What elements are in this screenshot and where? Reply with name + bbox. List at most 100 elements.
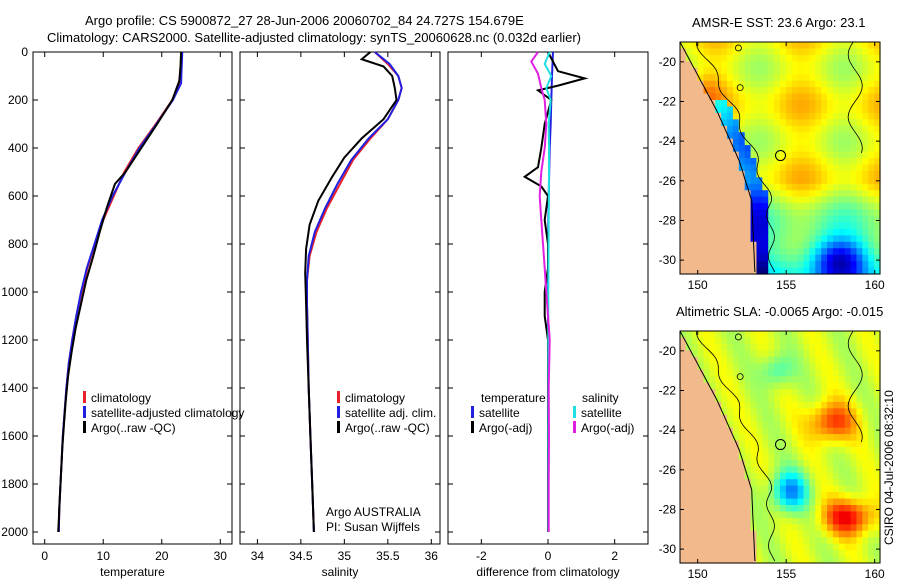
field-cell	[756, 343, 763, 351]
field-cell	[774, 170, 781, 178]
land-cell	[727, 190, 734, 198]
difference-xtick-label: 2	[611, 549, 618, 563]
field-cell	[832, 408, 840, 416]
land-cell	[744, 261, 752, 269]
field-cell	[774, 196, 781, 204]
land-cell	[697, 550, 705, 558]
land-cell	[744, 203, 752, 211]
field-cell	[850, 550, 858, 558]
land-cell	[703, 112, 711, 120]
land-cell	[691, 203, 699, 211]
field-cell	[844, 209, 852, 217]
field-cell	[732, 93, 740, 101]
land-cell	[721, 145, 728, 153]
land-cell	[732, 183, 740, 191]
field-cell	[838, 524, 846, 532]
field-cell	[785, 505, 793, 513]
field-cell	[844, 505, 852, 513]
field-cell	[850, 401, 858, 409]
field-cell	[774, 492, 781, 500]
field-cell	[809, 505, 816, 513]
field-cell	[785, 54, 793, 62]
field-cell	[850, 80, 858, 88]
field-cell	[868, 228, 875, 236]
land-cell	[680, 203, 687, 211]
field-cell	[774, 222, 781, 230]
field-cell	[868, 466, 875, 474]
field-cell	[803, 414, 811, 422]
field-cell	[762, 421, 769, 429]
field-cell	[815, 331, 822, 339]
field-cell	[862, 87, 869, 95]
field-cell	[756, 100, 763, 108]
field-cell	[850, 241, 858, 249]
field-cell	[738, 401, 746, 409]
field-cell	[809, 261, 816, 269]
land-cell	[697, 80, 705, 88]
field-cell	[774, 61, 781, 69]
field-cell	[832, 80, 840, 88]
field-cell	[780, 479, 787, 487]
land-cell	[703, 414, 711, 422]
field-cell	[862, 132, 869, 140]
field-cell	[815, 183, 822, 191]
field-cell	[762, 138, 769, 146]
land-cell	[691, 106, 699, 114]
field-cell	[862, 54, 869, 62]
field-cell	[774, 517, 781, 525]
field-cell	[785, 132, 793, 140]
field-cell	[732, 112, 740, 120]
field-cell	[780, 93, 787, 101]
land-cell	[727, 498, 734, 506]
field-cell	[856, 112, 863, 120]
land-cell	[732, 196, 740, 204]
field-cell	[709, 93, 716, 101]
field-cell	[727, 87, 734, 95]
field-cell	[709, 343, 716, 351]
field-cell	[856, 343, 863, 351]
field-cell	[791, 151, 799, 159]
field-cell	[744, 61, 752, 69]
field-cell	[844, 427, 852, 435]
field-cell	[856, 93, 863, 101]
field-cell	[862, 106, 869, 114]
field-cell	[785, 267, 793, 275]
field-cell	[868, 216, 875, 224]
land-cell	[709, 145, 716, 153]
sla-map-field	[680, 331, 881, 564]
field-cell	[874, 203, 881, 211]
field-cell	[715, 48, 722, 56]
land-cell	[715, 170, 722, 178]
land-cell	[697, 466, 705, 474]
field-cell	[768, 408, 775, 416]
field-cell	[803, 203, 811, 211]
land-cell	[732, 543, 740, 551]
field-cell	[756, 537, 763, 545]
field-cell	[868, 119, 875, 127]
field-cell	[785, 138, 793, 146]
field-cell	[844, 228, 852, 236]
land-cell	[680, 389, 687, 397]
land-cell	[697, 158, 705, 166]
field-cell	[727, 343, 734, 351]
land-cell	[715, 267, 722, 275]
field-cell	[768, 505, 775, 513]
land-cell	[738, 196, 746, 204]
field-cell	[756, 125, 763, 133]
field-cell	[827, 466, 834, 474]
field-cell	[850, 363, 858, 371]
field-cell	[850, 421, 858, 429]
land-cell	[697, 170, 705, 178]
field-cell	[785, 216, 793, 224]
field-cell	[809, 479, 816, 487]
field-cell	[762, 363, 769, 371]
field-cell	[750, 158, 758, 166]
field-cell	[868, 543, 875, 551]
field-cell	[703, 350, 711, 358]
field-cell	[832, 550, 840, 558]
land-cell	[744, 254, 752, 262]
field-cell	[850, 93, 858, 101]
field-cell	[756, 164, 763, 172]
field-cell	[774, 228, 781, 236]
field-cell	[821, 158, 828, 166]
